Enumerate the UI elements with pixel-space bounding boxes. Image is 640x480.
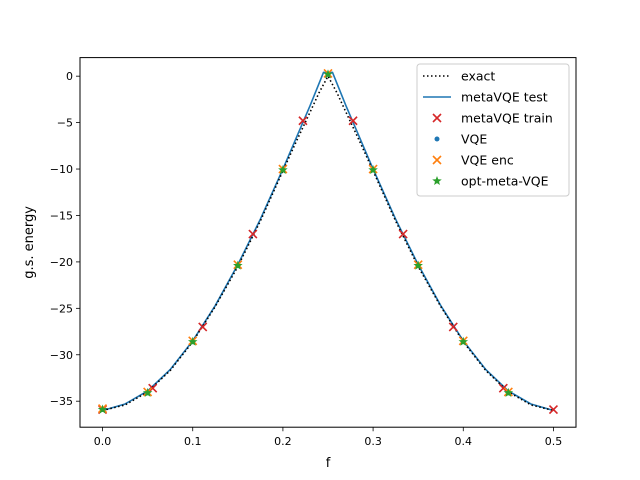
data-point-opt-meta-vqe <box>278 164 288 175</box>
data-point-opt-meta-vqe <box>187 336 198 346</box>
data-point-metavqe-train <box>198 322 208 332</box>
y-tick-label: −5 <box>57 117 73 130</box>
data-point-metavqe-train <box>148 383 158 393</box>
y-tick-label: −15 <box>50 209 73 222</box>
data-point-opt-meta-vqe <box>97 404 108 414</box>
legend-label-vqe: VQE <box>461 132 487 147</box>
y-tick-label: −10 <box>50 163 73 176</box>
data-point-metavqe-train <box>398 229 408 239</box>
data-point-opt-meta-vqe <box>413 260 423 270</box>
y-axis: 0 −5 −10 −15 −20 −25 −30 −35 <box>50 70 80 408</box>
y-axis-label: g.s. energy <box>22 206 37 279</box>
x-tick-label: 0.4 <box>455 435 473 448</box>
data-point-opt-meta-vqe <box>368 164 378 175</box>
legend: exact metaVQE test metaVQE train VQE VQE enc… <box>416 63 570 197</box>
data-point-metavqe-train <box>448 322 458 332</box>
data-point-metavqe-train <box>248 229 258 239</box>
legend-label-metavqe-test: metaVQE test <box>461 90 548 105</box>
legend-box <box>416 63 570 197</box>
legend-label-exact: exact <box>461 69 495 84</box>
data-point-opt-meta-vqe <box>503 387 514 397</box>
x-tick-label: 0.1 <box>184 435 202 448</box>
data-point-opt-meta-vqe <box>142 387 153 397</box>
series-opt-meta-vqe <box>97 69 514 414</box>
legend-label-opt-meta-vqe: opt-meta-VQE <box>461 174 549 189</box>
data-point-metavqe-train <box>348 116 358 126</box>
legend-label-metavqe-train: metaVQE train <box>461 111 553 126</box>
legend-label-vqe-enc: VQE enc <box>461 153 514 168</box>
legend-swatch-metavqe-train <box>432 113 442 123</box>
x-axis-label: f <box>326 456 331 471</box>
x-tick-label: 0.5 <box>545 435 563 448</box>
data-point-metavqe-train <box>298 116 308 126</box>
x-tick-label: 0.0 <box>94 435 112 448</box>
data-point-opt-meta-vqe <box>458 336 469 346</box>
y-tick-label: −25 <box>50 302 73 315</box>
data-point-metavqe-train <box>498 383 508 393</box>
data-point-opt-meta-vqe <box>233 260 243 270</box>
y-tick-label: 0 <box>66 70 73 83</box>
y-tick-label: −35 <box>50 395 73 408</box>
legend-swatch-opt-meta-vqe <box>432 176 442 186</box>
legend-swatch-vqe-enc <box>432 155 442 165</box>
x-tick-label: 0.2 <box>274 435 292 448</box>
x-axis: 0.0 0.1 0.2 0.3 0.4 0.5 <box>94 427 562 448</box>
plot-area <box>97 68 559 415</box>
data-point-metavqe-train <box>548 404 559 415</box>
data-point-opt-meta-vqe <box>323 69 333 79</box>
y-tick-label: −30 <box>50 349 73 362</box>
y-tick-label: −20 <box>50 256 73 269</box>
axes-frame <box>79 57 577 428</box>
legend-swatch-vqe <box>434 136 440 142</box>
x-tick-label: 0.3 <box>364 435 382 448</box>
